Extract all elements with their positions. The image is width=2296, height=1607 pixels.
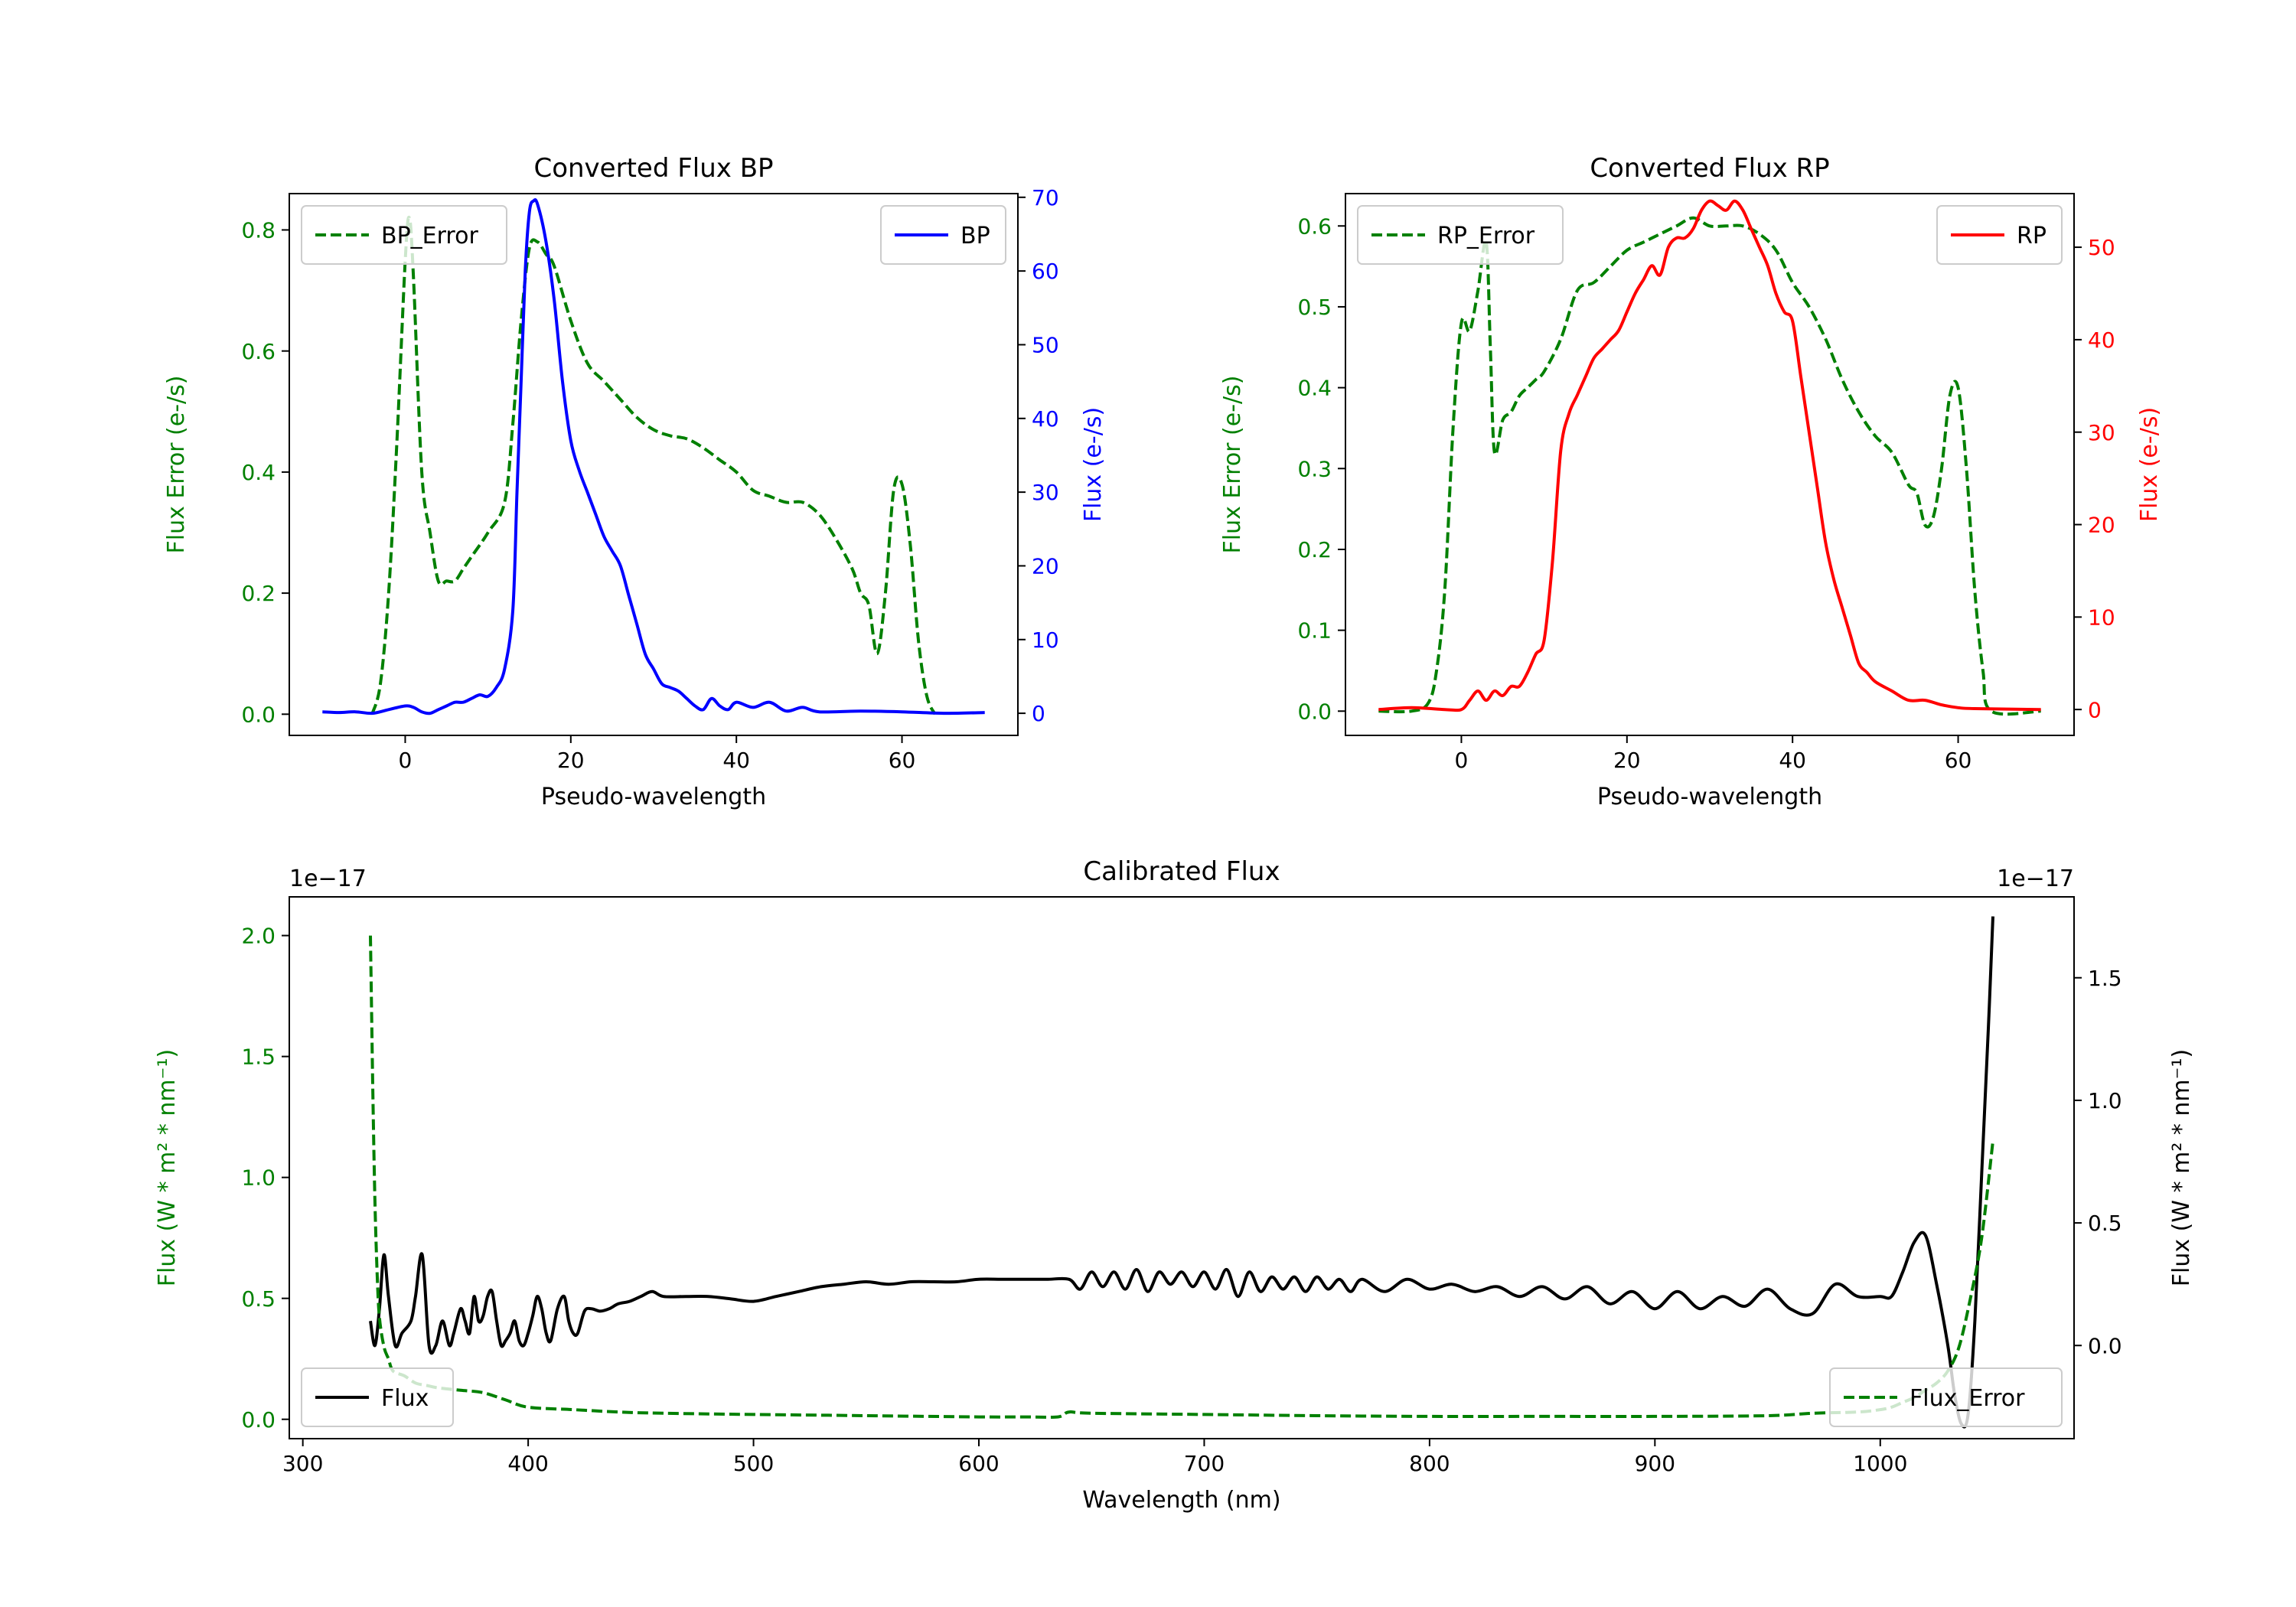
y-left-tick-label: 0.4 xyxy=(241,460,276,485)
x-tick-label: 60 xyxy=(889,748,916,773)
x-tick-label: 900 xyxy=(1635,1451,1675,1476)
y-right-tick-label: 50 xyxy=(1032,333,1059,358)
panel-converted-flux-bp: 0 20 40 60 0.0 0.2 0.4 0.6 0.8 0 10 20 30 40 50 60 70 Con… xyxy=(163,153,1107,810)
legend-label: BP_Error xyxy=(381,223,478,249)
x-axis-label: Wavelength (nm) xyxy=(1082,1487,1280,1514)
panel-calibrated-flux: 300 400 500 600 700 800 900 1000 0.0 0.5 1.0 1.5 2.0… xyxy=(154,856,2195,1514)
legend-bp-error: BP_Error xyxy=(301,205,507,265)
y-left-tick-label: 0.0 xyxy=(241,1407,276,1433)
y-right-axis-label: Flux (e-/s) xyxy=(2136,407,2163,522)
y-left-tick-label: 0.0 xyxy=(1297,699,1332,724)
y-right-tick-label: 60 xyxy=(1032,259,1059,284)
y-left-tick-label: 0.3 xyxy=(1297,456,1332,481)
y-right-tick-label: 1.5 xyxy=(2088,966,2122,991)
chart-title: Calibrated Flux xyxy=(1083,856,1280,887)
y-right-tick-label: 0 xyxy=(2088,697,2102,722)
legend-label: RP_Error xyxy=(1437,223,1535,249)
x-tick-label: 500 xyxy=(733,1451,774,1476)
chart-title: Converted Flux BP xyxy=(533,153,773,184)
legend-box xyxy=(301,1367,454,1427)
y-left-tick-label: 0.5 xyxy=(1297,295,1332,320)
legend-label: Flux_Error xyxy=(1910,1385,2025,1412)
x-tick-label: 1000 xyxy=(1853,1451,1907,1476)
x-tick-label: 400 xyxy=(507,1451,548,1476)
y-right-axis-label: Flux (e-/s) xyxy=(1080,407,1107,522)
y-right-tick-label: 10 xyxy=(1032,627,1059,653)
x-tick-label: 20 xyxy=(557,748,585,773)
y-left-axis-label: Flux Error (e-/s) xyxy=(163,376,190,554)
axes-frame xyxy=(289,896,2075,1439)
y-left-tick-label: 0.6 xyxy=(241,339,276,364)
legend-rp-error: RP_Error xyxy=(1357,205,1564,265)
x-tick-label: 800 xyxy=(1409,1451,1450,1476)
legend-rp: RP xyxy=(1936,205,2063,265)
y-left-tick-label: 1.0 xyxy=(241,1165,276,1191)
series-line-bp-error xyxy=(370,215,937,715)
y-left-tick-label: 0.1 xyxy=(1297,618,1332,644)
series-line-rp-error xyxy=(1378,216,2041,716)
legend-flux-error: Flux_Error xyxy=(1829,1367,2063,1427)
x-tick-label: 700 xyxy=(1184,1451,1225,1476)
y-left-tick-label: 0.2 xyxy=(241,581,276,606)
series-line-bp xyxy=(322,198,985,715)
y-left-axis-label: Flux Error (e-/s) xyxy=(1219,376,1246,554)
y-right-tick-label: 30 xyxy=(2088,420,2115,445)
axes-frame xyxy=(289,193,1019,736)
x-axis-label: Pseudo-wavelength xyxy=(541,784,766,810)
y-right-tick-label: 0.5 xyxy=(2088,1211,2122,1236)
y-right-tick-label: 40 xyxy=(2088,328,2115,353)
x-tick-label: 0 xyxy=(1455,748,1469,773)
y-left-tick-label: 2.0 xyxy=(241,924,276,949)
x-tick-label: 40 xyxy=(1779,748,1806,773)
y-right-tick-label: 1.0 xyxy=(2088,1088,2122,1113)
y-right-offset-label: 1e−17 xyxy=(1997,865,2074,892)
x-tick-label: 600 xyxy=(958,1451,999,1476)
x-axis-label: Pseudo-wavelength xyxy=(1597,784,1822,810)
x-tick-label: 40 xyxy=(722,748,750,773)
x-tick-label: 0 xyxy=(399,748,413,773)
legend-label: Flux xyxy=(381,1385,429,1412)
axes-frame xyxy=(1345,193,2075,736)
y-right-tick-label: 50 xyxy=(2088,235,2115,260)
y-left-tick-label: 0.2 xyxy=(1297,537,1332,562)
legend-bp: BP xyxy=(880,205,1006,265)
y-left-tick-label: 0.0 xyxy=(241,702,276,727)
y-right-tick-label: 20 xyxy=(1032,554,1059,579)
y-left-tick-label: 0.6 xyxy=(1297,214,1332,239)
x-tick-label: 20 xyxy=(1613,748,1641,773)
y-right-tick-label: 70 xyxy=(1032,185,1059,210)
series-line-rp xyxy=(1378,199,2041,712)
legend-box xyxy=(301,205,507,265)
y-right-tick-label: 0.0 xyxy=(2088,1333,2122,1358)
panel-converted-flux-rp: 0 20 40 60 0.0 0.1 0.2 0.3 0.4 0.5 0.6 0 10 20 30 40 50 C… xyxy=(1219,153,2163,810)
legend-label: BP xyxy=(960,223,990,249)
x-tick-label: 300 xyxy=(282,1451,323,1476)
y-right-tick-label: 30 xyxy=(1032,480,1059,505)
x-tick-label: 60 xyxy=(1945,748,1972,773)
y-left-axis-label: Flux (W * m² * nm⁻¹) xyxy=(154,1049,181,1286)
legend-flux: Flux xyxy=(301,1367,454,1427)
y-left-tick-label: 0.5 xyxy=(241,1286,276,1312)
legend-box xyxy=(1829,1367,2063,1427)
y-right-tick-label: 0 xyxy=(1032,701,1045,726)
y-left-tick-label: 1.5 xyxy=(241,1045,276,1070)
y-left-offset-label: 1e−17 xyxy=(289,865,367,892)
y-right-tick-label: 40 xyxy=(1032,406,1059,432)
chart-title: Converted Flux RP xyxy=(1590,153,1829,184)
legend-box xyxy=(1357,205,1564,265)
y-right-axis-label: Flux (W * m² * nm⁻¹) xyxy=(2168,1049,2195,1286)
y-left-tick-label: 0.8 xyxy=(241,218,276,243)
y-left-tick-label: 0.4 xyxy=(1297,376,1332,401)
series-line-flux xyxy=(369,916,1994,1429)
legend-label: RP xyxy=(2017,223,2047,249)
y-right-tick-label: 10 xyxy=(2088,605,2115,630)
y-right-tick-label: 20 xyxy=(2088,513,2115,538)
